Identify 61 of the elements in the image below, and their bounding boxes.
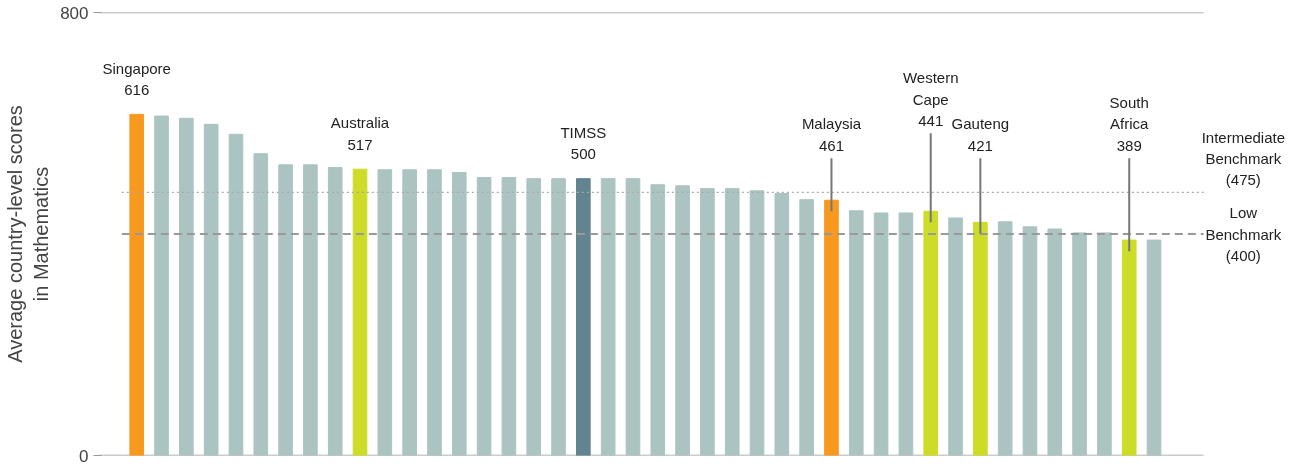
bar — [625, 178, 641, 456]
bar — [873, 212, 889, 456]
bar — [724, 188, 740, 456]
x-tick-label: Gauteng — [951, 115, 1010, 133]
data-label: 389 — [1116, 136, 1142, 154]
bar — [1047, 228, 1063, 456]
bar — [253, 153, 269, 456]
bar — [501, 177, 517, 456]
ref-line-label: Intermediate Benchmark (475) — [1201, 128, 1286, 189]
bar — [278, 164, 293, 456]
data-label: 500 — [570, 145, 596, 163]
bar — [377, 169, 393, 456]
x-tick-label: Singapore — [102, 59, 171, 77]
bar — [675, 185, 690, 456]
bar — [824, 199, 839, 456]
bar — [179, 117, 194, 456]
bar — [327, 167, 343, 456]
bar — [1146, 239, 1162, 456]
data-label: 616 — [124, 80, 150, 98]
bar — [1097, 232, 1112, 456]
bar — [799, 199, 814, 456]
y-tick-label: 800 — [60, 3, 89, 23]
data-label: 461 — [818, 136, 844, 154]
bar — [526, 178, 542, 456]
bar — [650, 184, 666, 456]
x-tick-label: Western Cape — [902, 69, 959, 108]
bar — [997, 221, 1013, 456]
bar — [1072, 232, 1087, 456]
data-label: 517 — [347, 135, 373, 153]
bar — [700, 188, 715, 456]
ref-line-label: Low Benchmark (400) — [1205, 204, 1282, 264]
bar — [129, 113, 145, 456]
x-tick-label: TIMSS — [560, 123, 607, 141]
x-tick-label: Australia — [330, 114, 390, 132]
bar — [600, 178, 616, 456]
bar — [1022, 226, 1038, 456]
bar — [203, 123, 219, 456]
bar — [451, 172, 467, 456]
bar — [576, 178, 591, 456]
bar — [427, 169, 442, 456]
bar — [973, 221, 988, 456]
bar — [551, 178, 566, 456]
y-axis-title: Average country-level scores in Mathematics — [3, 105, 53, 363]
bar — [923, 210, 939, 456]
bar — [303, 164, 318, 456]
bar — [476, 177, 492, 456]
y-tick-label: 0 — [79, 446, 89, 466]
x-tick-label: South Africa — [1109, 94, 1150, 133]
data-label: 421 — [967, 136, 993, 154]
bar — [154, 115, 169, 456]
data-label: 441 — [918, 111, 944, 129]
x-tick-label: Malaysia — [801, 115, 862, 133]
bar — [898, 212, 914, 456]
bar — [228, 133, 244, 456]
bar — [402, 169, 417, 456]
bar — [774, 193, 790, 456]
bar — [1121, 239, 1137, 456]
bar — [848, 210, 864, 456]
bar — [352, 168, 368, 456]
bar — [749, 190, 765, 456]
bar — [948, 217, 963, 456]
